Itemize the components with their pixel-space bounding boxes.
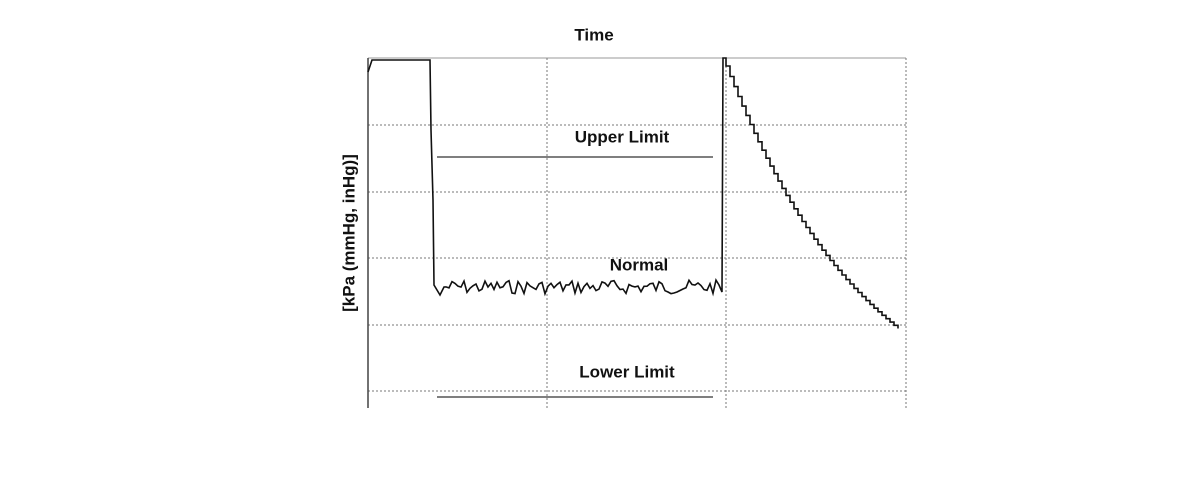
title: Time: [574, 25, 613, 44]
upper-limit-label: Upper Limit: [575, 127, 670, 146]
grid: [367, 57, 907, 408]
normal-label: Normal: [610, 255, 669, 274]
y-axis-label: [kPa (mmHg, inHg)]: [339, 154, 358, 312]
lower-limit-label: Lower Limit: [579, 362, 675, 381]
pressure-curve: [367, 57, 899, 329]
